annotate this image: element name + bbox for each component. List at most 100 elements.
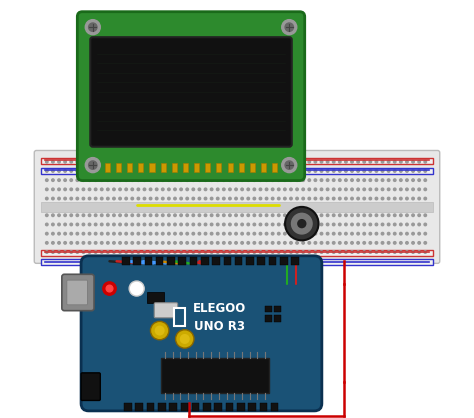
Circle shape (70, 179, 73, 181)
Circle shape (168, 232, 170, 235)
Circle shape (192, 223, 194, 226)
Circle shape (119, 161, 121, 163)
Circle shape (326, 214, 329, 217)
Circle shape (131, 179, 134, 181)
Circle shape (149, 179, 152, 181)
Circle shape (308, 161, 310, 163)
Circle shape (406, 251, 408, 253)
Circle shape (125, 161, 128, 163)
Circle shape (326, 170, 329, 172)
Circle shape (247, 188, 249, 191)
Circle shape (400, 197, 402, 200)
Circle shape (210, 179, 213, 181)
Circle shape (113, 179, 115, 181)
Circle shape (375, 242, 378, 244)
Circle shape (82, 161, 85, 163)
Circle shape (168, 179, 170, 181)
Circle shape (192, 232, 194, 235)
Circle shape (277, 179, 280, 181)
Circle shape (235, 223, 237, 226)
Circle shape (94, 197, 97, 200)
Circle shape (283, 161, 286, 163)
Circle shape (400, 232, 402, 235)
Circle shape (198, 242, 201, 244)
Circle shape (137, 232, 140, 235)
Circle shape (308, 179, 310, 181)
Circle shape (338, 223, 341, 226)
Circle shape (162, 188, 164, 191)
Circle shape (369, 161, 372, 163)
Circle shape (46, 161, 48, 163)
Circle shape (338, 242, 341, 244)
Circle shape (131, 170, 134, 172)
Bar (257, 257, 265, 265)
Circle shape (418, 197, 420, 200)
Circle shape (180, 188, 182, 191)
Circle shape (253, 188, 255, 191)
Circle shape (332, 232, 335, 235)
Circle shape (283, 251, 286, 253)
Circle shape (52, 188, 54, 191)
Circle shape (100, 170, 103, 172)
Circle shape (400, 179, 402, 181)
Circle shape (418, 242, 420, 244)
Circle shape (70, 197, 73, 200)
Circle shape (338, 197, 341, 200)
Circle shape (82, 170, 85, 172)
Circle shape (88, 223, 91, 226)
Circle shape (149, 197, 152, 200)
Circle shape (363, 197, 365, 200)
Bar (250, 163, 255, 172)
Circle shape (387, 242, 390, 244)
Circle shape (168, 197, 170, 200)
Circle shape (265, 232, 268, 235)
Circle shape (155, 188, 158, 191)
Circle shape (100, 242, 103, 244)
Circle shape (180, 251, 182, 253)
Circle shape (247, 170, 249, 172)
Bar (274, 306, 282, 312)
Circle shape (52, 251, 54, 253)
Circle shape (247, 179, 249, 181)
Circle shape (228, 251, 231, 253)
Circle shape (210, 214, 213, 217)
Circle shape (418, 223, 420, 226)
Circle shape (131, 232, 134, 235)
Circle shape (345, 197, 347, 200)
Bar (41, 259, 433, 265)
Circle shape (308, 232, 310, 235)
Circle shape (76, 161, 79, 163)
Circle shape (119, 223, 121, 226)
Circle shape (64, 214, 66, 217)
Circle shape (381, 161, 384, 163)
Circle shape (424, 170, 427, 172)
Circle shape (320, 251, 323, 253)
Circle shape (247, 214, 249, 217)
Circle shape (125, 232, 128, 235)
Circle shape (137, 179, 140, 181)
Circle shape (174, 170, 176, 172)
Circle shape (277, 170, 280, 172)
Bar (138, 163, 143, 172)
Circle shape (314, 188, 317, 191)
Circle shape (131, 214, 134, 217)
Circle shape (351, 223, 353, 226)
Circle shape (88, 214, 91, 217)
Circle shape (88, 161, 91, 163)
Circle shape (406, 223, 408, 226)
Circle shape (46, 223, 48, 226)
Circle shape (162, 179, 164, 181)
Bar (237, 403, 245, 411)
Circle shape (107, 179, 109, 181)
Circle shape (247, 161, 249, 163)
Circle shape (223, 223, 225, 226)
Circle shape (125, 197, 128, 200)
Bar (246, 257, 254, 265)
Circle shape (326, 232, 329, 235)
Circle shape (302, 161, 304, 163)
Circle shape (58, 197, 60, 200)
Circle shape (198, 161, 201, 163)
Circle shape (107, 197, 109, 200)
Bar (41, 168, 433, 174)
Circle shape (119, 232, 121, 235)
